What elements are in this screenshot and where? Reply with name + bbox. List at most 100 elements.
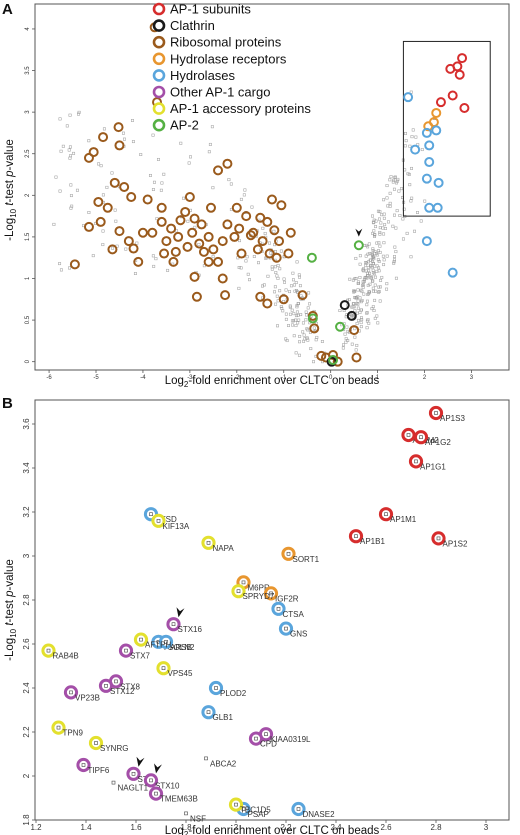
highlighted-point-ribosomal-proteins — [262, 216, 273, 227]
highlighted-point-hydrolases — [421, 173, 432, 184]
highlighted-point-ribosomal-proteins — [156, 216, 167, 227]
highlighted-point-ribosomal-proteins — [173, 231, 184, 242]
background-point — [299, 294, 303, 298]
y-tick-label: 3.2 — [22, 506, 31, 518]
background-point — [237, 286, 241, 290]
background-point — [372, 261, 375, 265]
background-point — [207, 150, 211, 154]
background-point — [123, 137, 126, 141]
background-point — [373, 316, 377, 320]
background-point — [154, 257, 158, 261]
background-point — [65, 124, 69, 128]
background-point — [366, 283, 370, 287]
background-point — [344, 340, 348, 344]
background-point — [69, 206, 73, 210]
point-label: STX12 — [110, 687, 135, 696]
panel-a-axis-ticks: -6 -5 -4 -3 -2 -1 0 1 2 3 0 0.5 1 1.5 2 2.5 3 3.5 4 — [25, 27, 474, 381]
background-point — [293, 283, 296, 287]
highlighted-point-ribosomal-proteins — [175, 215, 186, 226]
background-point — [408, 144, 412, 148]
highlighted-point-ribosomal-proteins — [95, 216, 106, 227]
background-point — [294, 281, 298, 285]
background-point — [371, 286, 375, 290]
highlighted-point-ribosomal-proteins — [203, 231, 214, 242]
y-tick-label: 2 — [25, 193, 31, 197]
background-point — [261, 226, 265, 230]
background-point — [291, 278, 295, 282]
background-point — [383, 223, 387, 227]
background-point — [308, 302, 312, 306]
background-point — [416, 211, 419, 214]
background-point — [315, 335, 319, 339]
background-point — [284, 317, 288, 321]
background-point — [276, 276, 280, 280]
x-tick-label: 1.4 — [80, 823, 92, 832]
background-point — [372, 309, 376, 312]
background-point — [296, 302, 300, 306]
highlighted-point-ribosomal-proteins — [83, 152, 94, 163]
background-point — [404, 131, 407, 135]
background-point — [373, 283, 377, 287]
x-tick-label: 1.6 — [130, 823, 142, 832]
background-point — [352, 305, 356, 309]
panel-b-arrowheads — [136, 607, 185, 774]
background-point — [130, 119, 134, 122]
point-label: AP1S3 — [440, 414, 465, 423]
highlighted-point-ribosomal-proteins — [269, 225, 280, 236]
background-point — [388, 201, 392, 205]
point-label: NSF — [190, 814, 206, 823]
x-tick-label: 2 — [423, 375, 427, 381]
legend-label: Other AP-1 cargo — [170, 85, 270, 100]
background-point — [365, 311, 369, 315]
background-point — [304, 310, 308, 314]
background-point — [131, 140, 135, 144]
background-point — [87, 211, 91, 214]
background-point — [159, 188, 163, 192]
background-point — [359, 308, 363, 312]
background-point — [385, 196, 389, 200]
background-point — [357, 318, 360, 322]
point-label: CPD — [260, 740, 277, 749]
highlighted-point-ribosomal-proteins — [274, 236, 285, 247]
panel-a-letter: A — [2, 1, 13, 18]
background-point — [372, 218, 376, 222]
background-point — [320, 340, 324, 343]
background-point — [293, 289, 297, 293]
background-point — [189, 155, 192, 159]
background-point — [279, 249, 283, 253]
legend-swatch — [152, 35, 166, 49]
highlighted-point-ribosomal-proteins — [203, 256, 214, 267]
background-point — [288, 290, 291, 294]
background-point — [359, 325, 363, 329]
point-ring — [208, 680, 224, 696]
point-marker — [419, 435, 423, 440]
background-point — [124, 247, 128, 251]
background-point — [282, 277, 286, 281]
background-point — [275, 294, 279, 298]
point-marker — [139, 637, 143, 642]
highlighted-point-ribosomal-proteins — [234, 223, 245, 234]
point-marker — [414, 459, 418, 464]
highlighted-point-hydrolases — [421, 127, 432, 138]
point-ring — [143, 773, 159, 788]
background-point — [305, 313, 309, 317]
background-point — [69, 183, 73, 187]
point-ring — [263, 586, 279, 601]
background-point — [151, 254, 155, 258]
background-point — [269, 251, 273, 255]
background-point — [294, 324, 298, 328]
point-marker — [171, 622, 176, 627]
point-ring — [148, 786, 164, 801]
x-tick-label: -6 — [46, 375, 52, 381]
background-point — [372, 257, 376, 261]
background-point — [354, 348, 358, 352]
background-point — [373, 298, 377, 302]
point-marker — [286, 551, 291, 556]
point-ring — [413, 430, 429, 445]
background-point — [353, 327, 357, 331]
background-point — [274, 302, 278, 306]
arrowhead-marker — [154, 763, 162, 774]
background-point — [290, 319, 294, 323]
background-point — [162, 172, 166, 176]
